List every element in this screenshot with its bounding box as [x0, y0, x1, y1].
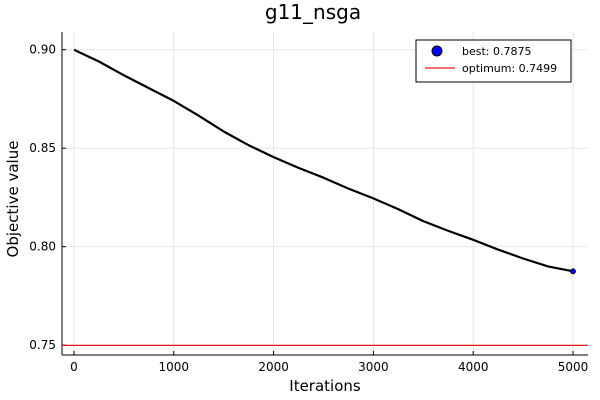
y-axis-ticks: 0.75 0.80 0.85 0.90	[29, 43, 66, 352]
legend-box	[415, 39, 572, 83]
series	[62, 48, 588, 346]
legend: best: 0.7875 optimum: 0.7499	[415, 39, 572, 83]
chart-title: g11_nsga	[265, 0, 361, 24]
x-axis-label: Iterations	[289, 377, 361, 395]
legend-label-best: best: 0.7875	[462, 45, 532, 58]
y-tick-label-3: 0.90	[29, 43, 56, 57]
x-tick-label-5: 5000	[558, 360, 589, 374]
x-axis-ticks: 0 1000 2000 3000 4000 5000	[70, 351, 588, 374]
legend-label-optimum: optimum: 0.7499	[462, 62, 557, 75]
x-tick-label-0: 0	[70, 360, 78, 374]
plot-frame	[61, 32, 588, 356]
best-point	[570, 268, 576, 275]
x-tick-label-2: 2000	[258, 360, 289, 374]
y-axis-label: Objective value	[4, 141, 22, 258]
objective-line	[73, 48, 574, 273]
x-tick-label-3: 3000	[358, 360, 389, 374]
x-tick-label-4: 4000	[458, 360, 489, 374]
y-tick-label-0: 0.75	[29, 338, 56, 352]
y-tick-label-2: 0.85	[29, 141, 56, 155]
y-tick-label-1: 0.80	[29, 240, 56, 254]
x-tick-label-1: 1000	[159, 360, 190, 374]
legend-marker-best	[431, 45, 443, 57]
